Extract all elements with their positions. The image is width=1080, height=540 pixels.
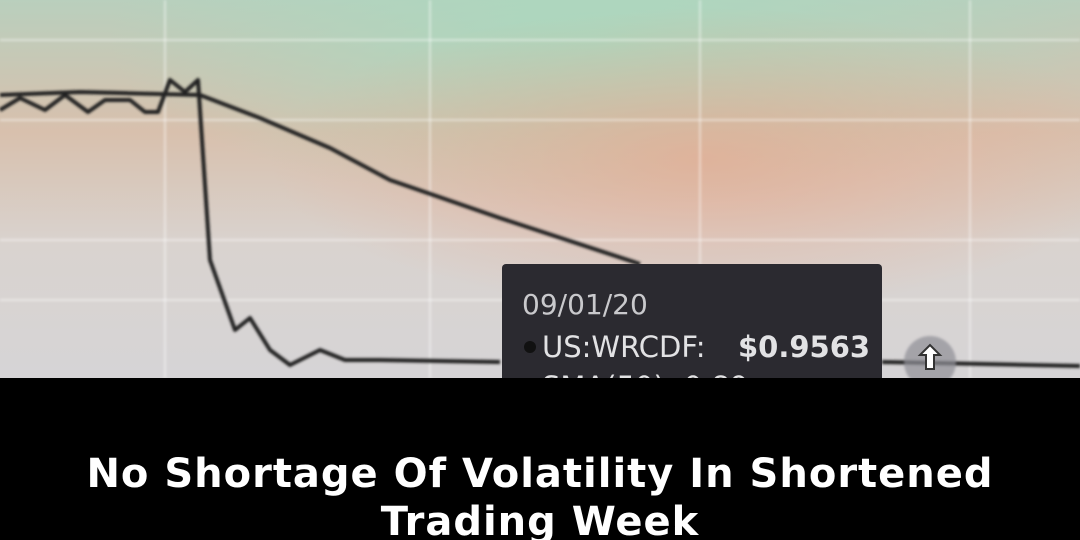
headline: No Shortage Of Volatility In Shortened T… [86,451,994,540]
sma-line [0,90,641,266]
tooltip [502,264,882,378]
tooltip-sma: SMA(50): 0.89 [542,370,748,378]
tooltip-date: 09/01/20 [522,288,648,321]
price-line [0,78,501,367]
chart-photo: 09/01/20 US:WRCDF: $0.9563 SMA(50): 0.89 [0,0,1080,378]
tooltip-symbol: US:WRCDF: [542,330,706,364]
legend-dot [524,341,536,353]
headline-banner: No Shortage Of Volatility In Shortened T… [0,378,1080,540]
tooltip-price: $0.9563 [738,330,870,364]
cursor-icon [917,343,943,370]
